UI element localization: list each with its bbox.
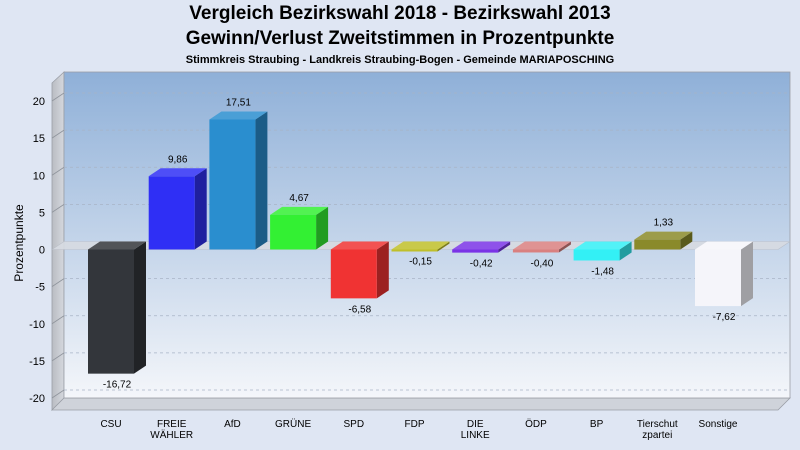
y-tick-label: 10 [33,170,45,182]
data-label: -0,42 [470,259,493,270]
bar-front [512,249,559,253]
bar-front [573,249,620,261]
bar [88,241,146,374]
bar-top [573,241,632,250]
bar-front [88,249,134,374]
x-axis-labels: CSU FREIE WÄHLER AfD GRÜNE SPD FDP DIE LINKE ÖDP B… [100,418,737,441]
gridline-side [51,92,65,102]
y-tick-label: 15 [33,133,45,145]
bar-top [695,241,753,250]
bar-top [512,241,571,250]
data-label: 1,33 [654,218,674,229]
bar-side [255,111,268,250]
gridline-side [51,389,65,399]
bar-front [452,249,499,253]
bar-front [634,239,681,250]
bar-side [316,206,329,250]
bar-top [88,241,146,250]
y-tick-label: -5 [35,282,45,294]
data-label: -1,48 [591,266,614,277]
bar-top [148,168,207,177]
bar-side [558,241,571,253]
data-label: -16,72 [103,380,132,391]
data-label: -0,15 [409,257,432,268]
gridline-side [51,278,65,287]
gridline-side [51,166,65,176]
gridline-side [51,129,65,139]
gridline-side [51,315,65,325]
y-tick-label: 5 [39,207,45,219]
bar [634,231,693,250]
bar-front [148,176,195,250]
bar [391,241,450,252]
bar-side [437,241,450,252]
gridlines [51,92,790,399]
x-tick-label: Sonstige [699,419,738,430]
bars: -16,72 9,86 17,51 4,67 -6,58 -0,15 -0,42 -0,40 -… [88,97,753,391]
bar [452,241,511,253]
chart-subtitle: Gewinn/Verlust Zweitstimmen in Prozentpu… [185,28,615,49]
bar-side [194,168,207,250]
y-tick-label: 0 [39,245,45,257]
chart-subsubtitle: Stimmkreis Straubing - Landkreis Straubi… [185,54,615,66]
bar-side [619,241,632,261]
chart-title: Vergleich Bezirkswahl 2018 - Bezirkswahl… [189,3,611,24]
y-tick-label: -20 [29,393,45,405]
x-tick-label: FDP [405,419,425,430]
bar-side [680,231,693,250]
x-tick-label: GRÜNE [275,418,311,430]
bar-top [452,241,511,250]
data-label: 4,67 [289,193,309,204]
bar-side [376,241,389,299]
bar [270,206,329,250]
bar-top [270,206,329,215]
data-label: 17,51 [226,97,251,108]
x-tick-label: AfD [224,419,241,430]
bar-side [741,241,753,307]
x-tick-label: ÖDP [525,418,547,430]
bar [209,111,268,250]
bar-front [330,249,377,299]
bar-top [391,241,450,250]
bar [573,241,632,261]
x-tick-label: BP [590,419,604,430]
x-tick-label: DIE LINKE [461,419,490,441]
bar-side [498,241,511,253]
bar-front [391,249,438,252]
bar-top [330,241,389,250]
bar-top [209,111,268,120]
gridline-side [51,352,65,362]
plot-floor [51,397,791,411]
y-axis: 20 15 10 5 0 -5 -10 -15 -20 [29,96,45,405]
bar-front [695,249,741,307]
bar [695,241,753,307]
y-tick-label: -15 [29,356,45,368]
y-tick-label: -10 [29,319,45,331]
bar-top [634,231,693,240]
bar [512,241,571,253]
y-axis-title: Prozentpunkte [12,204,26,282]
gridline-side [51,204,65,213]
data-label: 9,86 [168,154,188,165]
x-tick-label: CSU [100,419,121,430]
bar [148,168,207,250]
data-label: -7,62 [713,312,736,323]
bar [330,241,389,299]
data-label: -0,40 [531,258,554,269]
bar-front [270,214,317,250]
x-tick-label: FREIE WÄHLER [150,419,193,441]
x-tick-label: Tierschut zpartei [637,419,678,441]
x-tick-label: SPD [344,419,365,430]
y-tick-label: 20 [33,96,45,108]
bar-side [134,241,146,374]
data-label: -6,58 [348,304,371,315]
bar-front [209,119,256,250]
